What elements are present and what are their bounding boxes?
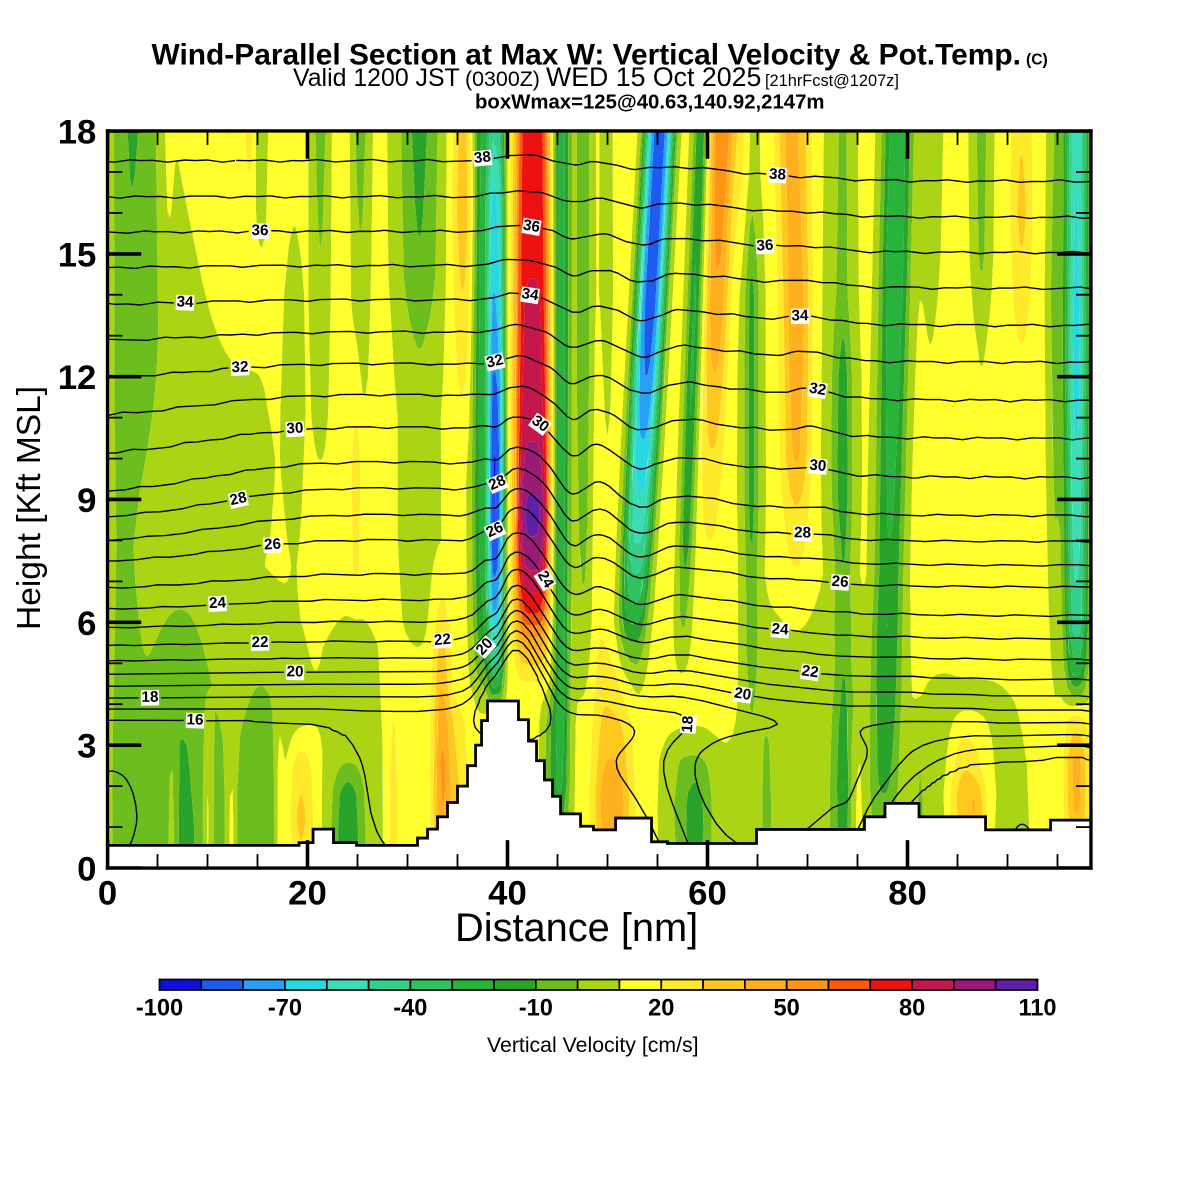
svg-text:80: 80 <box>888 874 927 912</box>
svg-text:18: 18 <box>141 689 159 706</box>
svg-text:22: 22 <box>251 634 268 651</box>
svg-text:22: 22 <box>433 631 451 649</box>
svg-text:0: 0 <box>98 874 117 912</box>
svg-text:30: 30 <box>809 457 828 476</box>
svg-text:(C): (C) <box>1026 51 1048 68</box>
svg-text:boxWmax=125@40.63,140.92,2147m: boxWmax=125@40.63,140.92,2147m <box>475 92 825 114</box>
svg-text:32: 32 <box>808 380 828 400</box>
svg-text:28: 28 <box>228 489 249 509</box>
svg-text:20: 20 <box>648 995 674 1021</box>
svg-text:34: 34 <box>520 285 540 304</box>
svg-text:40: 40 <box>488 874 527 912</box>
svg-text:WED 15 Oct 2025: WED 15 Oct 2025 <box>546 62 761 92</box>
svg-text:9: 9 <box>77 482 96 520</box>
svg-text:20: 20 <box>733 684 752 703</box>
svg-text:18: 18 <box>58 114 97 152</box>
svg-text:15: 15 <box>58 236 97 274</box>
svg-text:[21hrFcst@1207z]: [21hrFcst@1207z] <box>765 72 899 90</box>
svg-text:24: 24 <box>534 568 558 592</box>
svg-text:18: 18 <box>679 715 697 734</box>
svg-text:32: 32 <box>485 351 505 371</box>
svg-text:26: 26 <box>264 536 282 554</box>
svg-text:3: 3 <box>77 728 96 766</box>
svg-text:-70: -70 <box>268 995 302 1021</box>
svg-text:26: 26 <box>831 573 849 591</box>
svg-text:16: 16 <box>186 711 203 729</box>
svg-text:Distance [nm]: Distance [nm] <box>455 906 698 950</box>
svg-text:28: 28 <box>794 524 812 541</box>
svg-text:24: 24 <box>771 620 790 638</box>
svg-text:(0300Z): (0300Z) <box>465 67 540 91</box>
svg-text:Vertical Velocity [cm/s]: Vertical Velocity [cm/s] <box>487 1033 699 1057</box>
svg-text:60: 60 <box>688 874 727 912</box>
svg-text:30: 30 <box>286 419 304 437</box>
svg-text:-40: -40 <box>393 995 427 1021</box>
svg-text:20: 20 <box>288 874 327 912</box>
svg-text:36: 36 <box>251 222 268 239</box>
svg-text:28: 28 <box>486 472 509 495</box>
svg-text:12: 12 <box>58 359 97 397</box>
svg-text:6: 6 <box>77 605 96 643</box>
svg-text:36: 36 <box>756 237 774 255</box>
svg-text:Height [Kft MSL]: Height [Kft MSL] <box>11 386 48 630</box>
svg-text:20: 20 <box>286 663 303 680</box>
svg-text:22: 22 <box>800 662 819 681</box>
svg-text:34: 34 <box>176 293 194 311</box>
svg-text:38: 38 <box>473 148 492 167</box>
svg-text:110: 110 <box>1018 995 1056 1021</box>
svg-text:34: 34 <box>791 307 809 324</box>
svg-text:30: 30 <box>528 412 552 436</box>
svg-text:Valid 1200 JST: Valid 1200 JST <box>293 64 460 92</box>
svg-text:Wind-Parallel Section at Max W: Wind-Parallel Section at Max W: Vertical… <box>152 38 1021 71</box>
svg-text:24: 24 <box>209 594 227 612</box>
svg-text:0: 0 <box>77 851 96 889</box>
svg-text:38: 38 <box>769 166 787 184</box>
svg-text:50: 50 <box>774 995 800 1021</box>
svg-text:26: 26 <box>483 519 506 542</box>
svg-text:-100: -100 <box>136 995 183 1021</box>
svg-text:36: 36 <box>522 217 542 237</box>
svg-text:80: 80 <box>899 995 925 1021</box>
svg-text:-10: -10 <box>519 995 553 1021</box>
svg-text:32: 32 <box>231 358 249 376</box>
